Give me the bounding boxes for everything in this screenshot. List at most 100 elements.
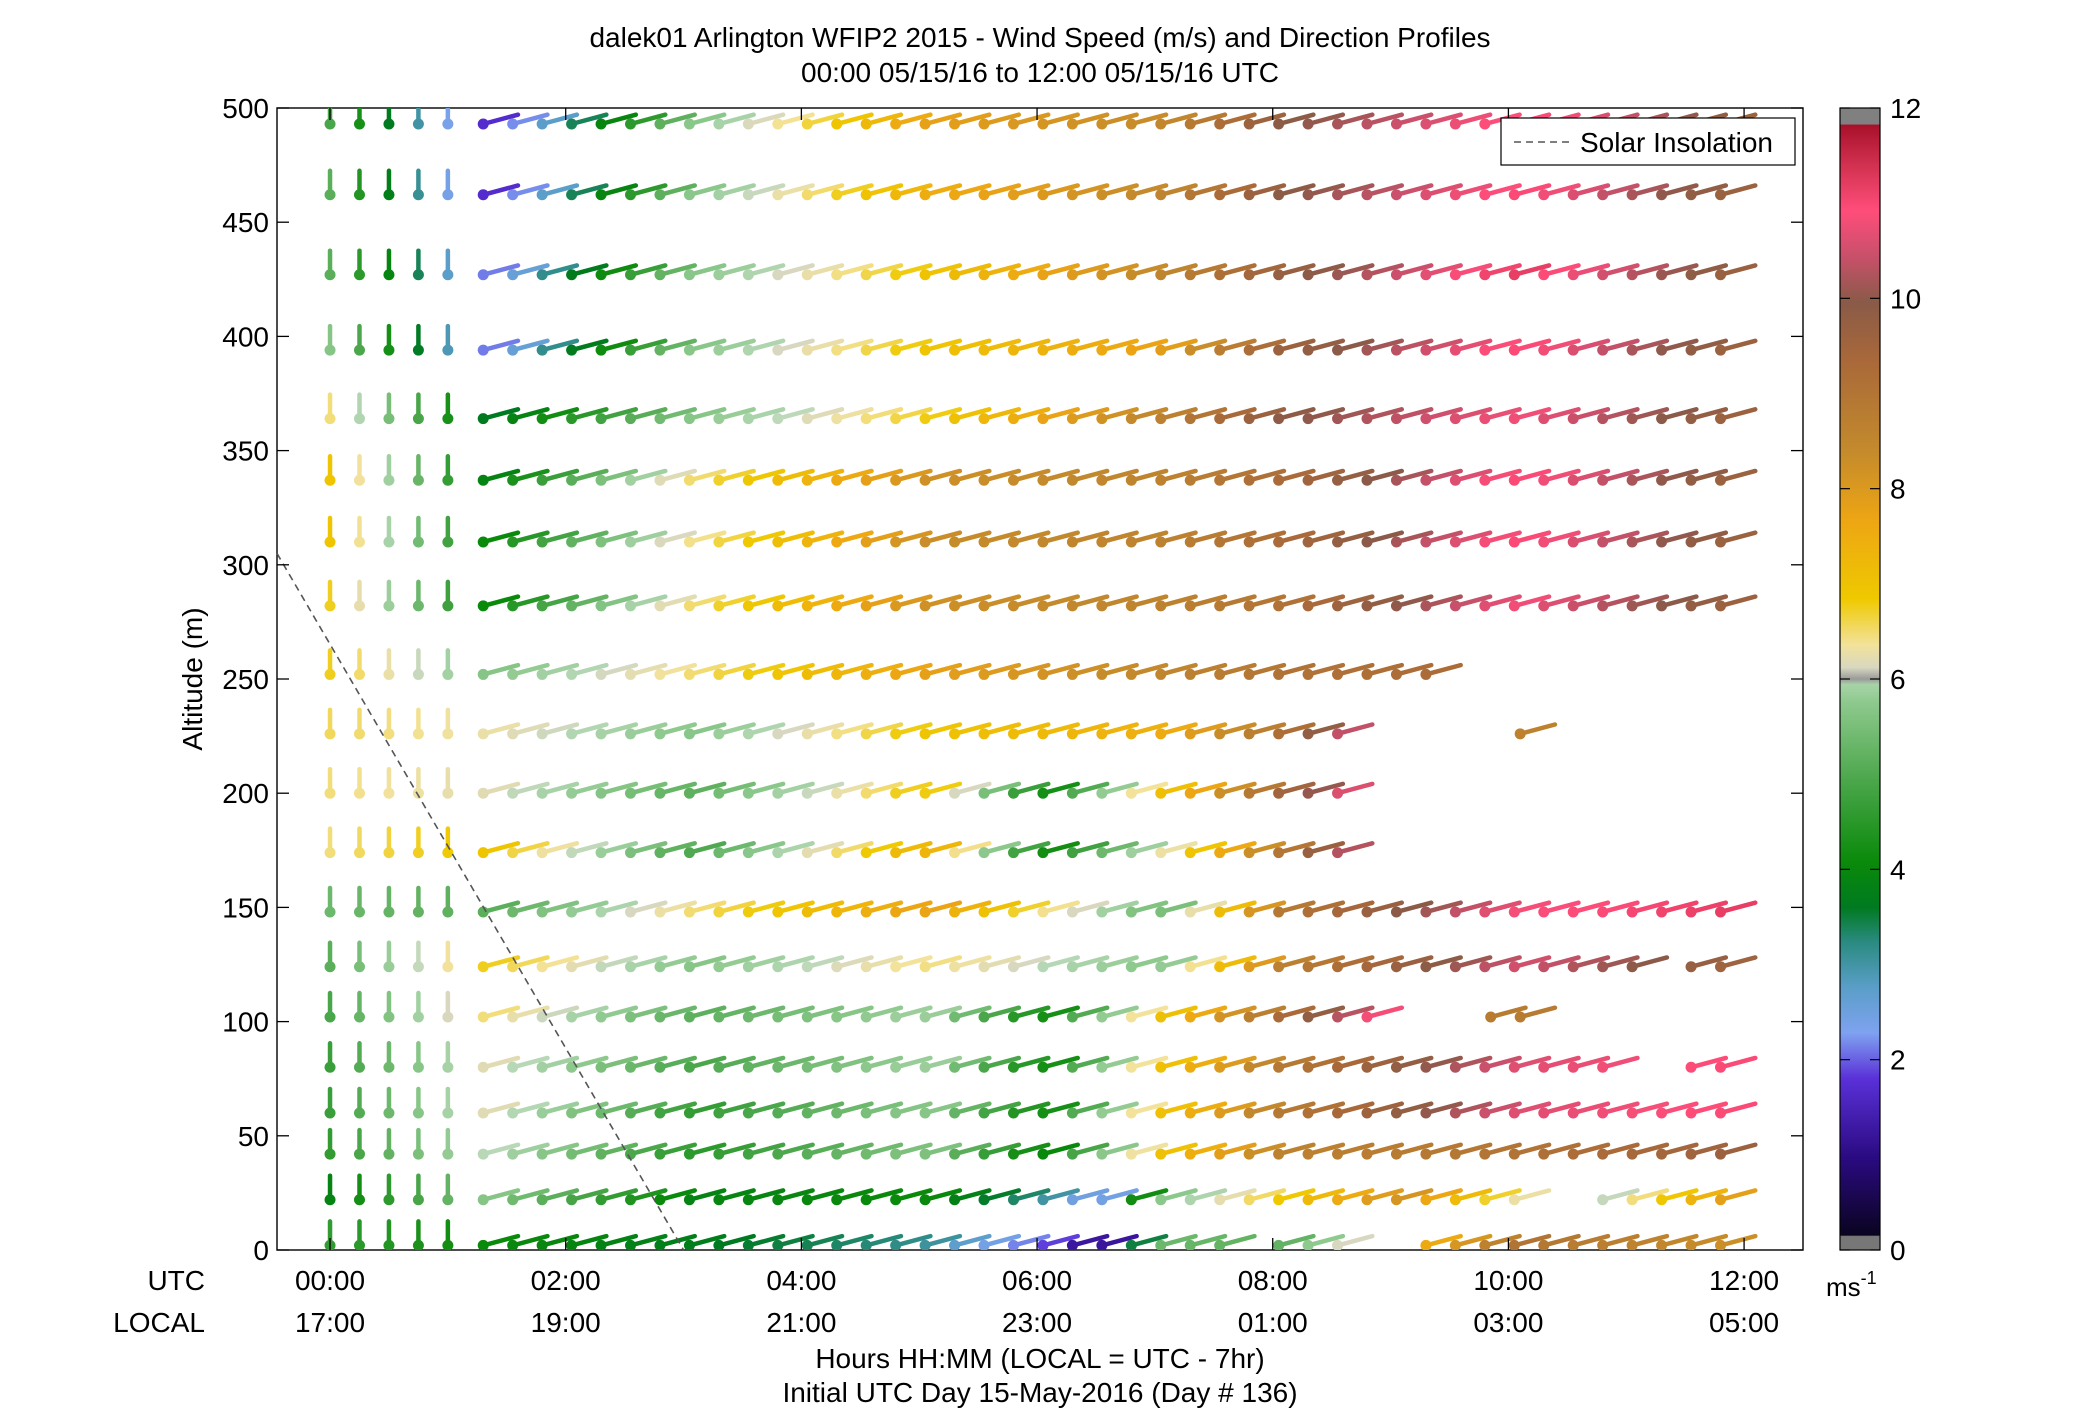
wind-barb-dot xyxy=(742,269,754,281)
wind-barb-dot xyxy=(1715,961,1727,973)
wind-barb-dot xyxy=(1656,906,1668,918)
wind-barb-dot xyxy=(507,189,519,201)
wind-barb-dot xyxy=(890,600,902,612)
wind-barb-dot xyxy=(772,536,784,548)
wind-barb-dot xyxy=(978,847,990,859)
wind-barb xyxy=(1688,263,1729,277)
wind-barb xyxy=(628,900,668,915)
wind-barb-dot xyxy=(831,1148,843,1160)
wind-barb xyxy=(863,781,904,796)
wind-barb-dot xyxy=(1715,536,1727,548)
wind-barb-dot xyxy=(566,668,578,680)
wind-barb-dot xyxy=(1449,344,1461,356)
wind-barb xyxy=(1570,407,1611,421)
wind-barb xyxy=(1305,1233,1346,1248)
wind-barb xyxy=(1070,112,1110,127)
wind-barb xyxy=(746,530,786,545)
wind-barb-dot xyxy=(949,847,961,859)
wind-barb xyxy=(687,263,727,277)
wind-barb-dot xyxy=(1184,847,1196,859)
wind-barb xyxy=(922,900,963,915)
wind-barb xyxy=(1305,841,1346,855)
wind-barb-dot xyxy=(713,668,725,680)
wind-barb xyxy=(805,722,845,737)
wind-barb xyxy=(1217,594,1257,609)
wind-barb-dot xyxy=(1155,118,1167,130)
wind-barb-dot xyxy=(1361,1011,1373,1023)
wind-barb-dot xyxy=(772,1107,784,1119)
wind-barb-dot xyxy=(831,474,843,486)
wind-barb-dot xyxy=(1155,906,1167,918)
wind-barb-dot xyxy=(978,1011,990,1023)
wind-barb-dot xyxy=(1066,344,1078,356)
x-tick-label-local: 23:00 xyxy=(1002,1307,1072,1338)
wind-barb xyxy=(687,1055,727,1070)
wind-barb-dot xyxy=(1007,600,1019,612)
wind-barb-dot xyxy=(1597,600,1609,612)
wind-barb xyxy=(746,1188,786,1203)
wind-barb xyxy=(1187,1142,1228,1157)
wind-barb xyxy=(1276,841,1316,855)
wind-barb xyxy=(1364,1055,1405,1070)
wind-barb-dot xyxy=(1656,600,1668,612)
wind-barb xyxy=(716,1188,756,1203)
wind-barb xyxy=(657,662,697,677)
wind-barb-dot xyxy=(625,600,637,612)
wind-barb-dot xyxy=(1007,787,1019,799)
wind-barb-dot xyxy=(1243,1061,1255,1073)
wind-barb-dot xyxy=(1155,269,1167,281)
wind-barb xyxy=(922,1142,963,1157)
wind-barb-dot xyxy=(1302,474,1314,486)
wind-barb-dot xyxy=(566,1239,578,1250)
wind-barb-dot xyxy=(536,906,548,918)
wind-barb xyxy=(1364,955,1405,970)
wind-barb-dot xyxy=(1155,474,1167,486)
wind-barb-dot xyxy=(1066,961,1078,973)
wind-barb-dot xyxy=(831,668,843,680)
wind-barb-dot xyxy=(383,1194,395,1206)
wind-barb xyxy=(952,900,992,915)
wind-barb xyxy=(1718,1055,1758,1070)
wind-barb-dot xyxy=(1449,474,1461,486)
wind-barb-dot xyxy=(772,906,784,918)
wind-barb-dot xyxy=(1332,1194,1344,1206)
wind-barb-dot xyxy=(1538,1107,1550,1119)
wind-barb-dot xyxy=(772,118,784,130)
wind-barb-dot xyxy=(566,1194,578,1206)
wind-barb-dot xyxy=(507,344,519,356)
wind-barb-dot xyxy=(1508,344,1520,356)
wind-barb xyxy=(1217,112,1257,127)
wind-barb-dot xyxy=(1037,1107,1049,1119)
wind-barb xyxy=(1394,1142,1434,1157)
wind-barb xyxy=(1246,407,1287,421)
wind-barb xyxy=(1629,955,1670,970)
chart-title: dalek01 Arlington WFIP2 2015 - Wind Spee… xyxy=(589,22,1490,53)
wind-barb xyxy=(922,1188,963,1203)
wind-barb-dot xyxy=(1390,344,1402,356)
wind-barb xyxy=(1335,263,1375,277)
wind-barb-dot xyxy=(949,1194,961,1206)
wind-barb xyxy=(1246,1101,1287,1116)
wind-barb-dot xyxy=(412,906,424,918)
wind-barb xyxy=(1364,468,1405,483)
wind-barb-dot xyxy=(713,536,725,548)
wind-barb xyxy=(1246,841,1287,855)
wind-barb-dot xyxy=(625,1011,637,1023)
wind-barb-dot xyxy=(713,906,725,918)
wind-barb xyxy=(1187,1188,1228,1203)
wind-barb xyxy=(1394,468,1434,483)
wind-barb-dot xyxy=(1479,536,1491,548)
wind-barb xyxy=(805,530,845,545)
wind-barb xyxy=(598,722,639,737)
wind-barb xyxy=(981,1101,1022,1116)
wind-barb-dot xyxy=(1096,1194,1108,1206)
wind-barb xyxy=(510,263,550,277)
wind-barb xyxy=(1129,338,1169,353)
wind-barb-dot xyxy=(1332,668,1344,680)
wind-barb xyxy=(893,468,933,483)
wind-barb-dot xyxy=(1037,1148,1049,1160)
wind-barb xyxy=(1482,530,1522,545)
wind-barb-dot xyxy=(1685,474,1697,486)
wind-barb-dot xyxy=(566,474,578,486)
